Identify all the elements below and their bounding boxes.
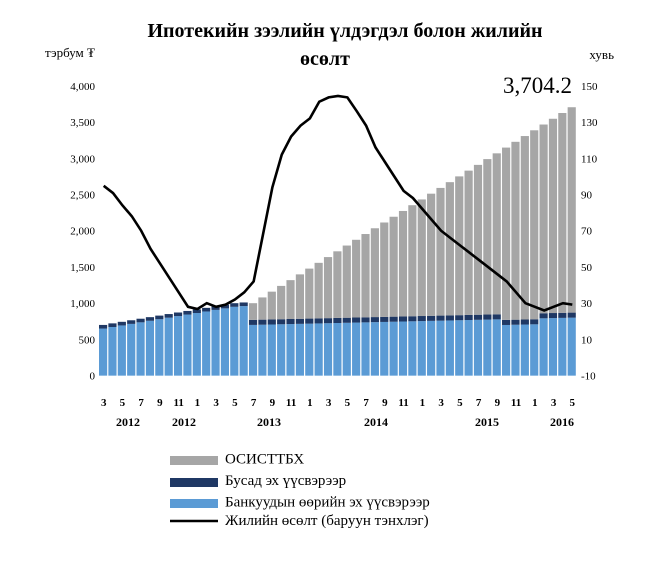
svg-text:өсөлт: өсөлт bbox=[300, 48, 350, 70]
svg-text:7: 7 bbox=[251, 397, 257, 409]
svg-text:Банкуудын өөрийн эх үүсвэрээр: Банкуудын өөрийн эх үүсвэрээр bbox=[225, 495, 430, 511]
svg-text:2015: 2015 bbox=[475, 415, 499, 429]
svg-text:10: 10 bbox=[581, 334, 593, 346]
svg-text:2,000: 2,000 bbox=[70, 226, 95, 238]
svg-text:1: 1 bbox=[420, 397, 426, 409]
svg-text:9: 9 bbox=[382, 397, 388, 409]
svg-text:7: 7 bbox=[138, 397, 144, 409]
svg-text:5: 5 bbox=[232, 397, 238, 409]
svg-text:11: 11 bbox=[398, 397, 408, 409]
svg-text:3,704.2: 3,704.2 bbox=[503, 73, 572, 98]
svg-text:тэрбум ₮: тэрбум ₮ bbox=[45, 45, 95, 60]
svg-text:3: 3 bbox=[551, 397, 557, 409]
svg-text:1: 1 bbox=[532, 397, 538, 409]
svg-text:7: 7 bbox=[363, 397, 369, 409]
svg-text:70: 70 bbox=[581, 226, 593, 238]
svg-text:-10: -10 bbox=[581, 371, 596, 383]
svg-text:2012: 2012 bbox=[172, 415, 196, 429]
svg-text:2013: 2013 bbox=[257, 415, 281, 429]
svg-text:5: 5 bbox=[570, 397, 576, 409]
svg-text:150: 150 bbox=[581, 81, 598, 93]
svg-text:3,500: 3,500 bbox=[70, 117, 95, 129]
svg-text:2,500: 2,500 bbox=[70, 189, 95, 201]
svg-text:1,500: 1,500 bbox=[70, 262, 95, 274]
svg-text:2014: 2014 bbox=[364, 415, 388, 429]
svg-text:5: 5 bbox=[345, 397, 351, 409]
svg-text:1: 1 bbox=[195, 397, 201, 409]
svg-text:9: 9 bbox=[270, 397, 276, 409]
svg-text:1: 1 bbox=[307, 397, 313, 409]
svg-text:3: 3 bbox=[101, 397, 107, 409]
svg-text:Бусад эх үүсвэрээр: Бусад эх үүсвэрээр bbox=[225, 473, 346, 489]
svg-text:3: 3 bbox=[326, 397, 332, 409]
svg-text:0: 0 bbox=[90, 371, 96, 383]
svg-text:2016: 2016 bbox=[550, 415, 574, 429]
svg-text:3: 3 bbox=[438, 397, 444, 409]
svg-text:110: 110 bbox=[581, 153, 598, 165]
svg-text:5: 5 bbox=[457, 397, 463, 409]
svg-text:1,000: 1,000 bbox=[70, 298, 95, 310]
svg-text:Жилийн өсөлт (баруун тэнхлэг): Жилийн өсөлт (баруун тэнхлэг) bbox=[225, 513, 429, 529]
svg-text:11: 11 bbox=[286, 397, 296, 409]
svg-text:Ипотекийн зээлийн үлдэгдэл бол: Ипотекийн зээлийн үлдэгдэл болон жилийн bbox=[147, 20, 542, 42]
svg-text:2012: 2012 bbox=[116, 415, 140, 429]
svg-text:90: 90 bbox=[581, 189, 593, 201]
svg-text:130: 130 bbox=[581, 117, 598, 129]
svg-text:30: 30 bbox=[581, 298, 593, 310]
svg-text:500: 500 bbox=[79, 334, 96, 346]
svg-text:9: 9 bbox=[495, 397, 501, 409]
svg-text:9: 9 bbox=[157, 397, 163, 409]
svg-text:11: 11 bbox=[173, 397, 183, 409]
svg-text:4,000: 4,000 bbox=[70, 81, 95, 93]
svg-text:3,000: 3,000 bbox=[70, 153, 95, 165]
svg-text:50: 50 bbox=[581, 262, 593, 274]
svg-text:ОСИСТТБХ: ОСИСТТБХ bbox=[225, 452, 304, 468]
svg-text:хувь: хувь bbox=[589, 47, 614, 62]
svg-text:7: 7 bbox=[476, 397, 482, 409]
svg-text:11: 11 bbox=[511, 397, 521, 409]
svg-text:3: 3 bbox=[213, 397, 219, 409]
svg-text:5: 5 bbox=[120, 397, 126, 409]
